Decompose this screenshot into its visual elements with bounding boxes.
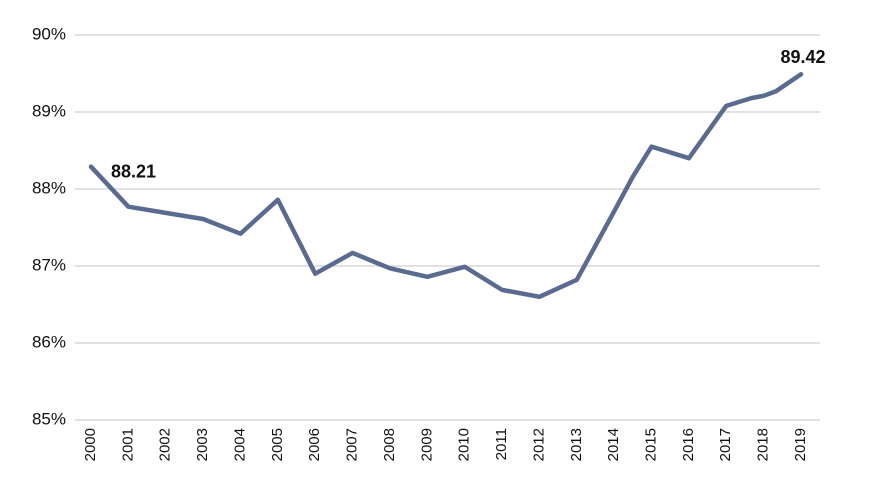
data-line (88, 72, 804, 300)
x-tick-label: 2012 (530, 428, 547, 461)
x-tick-label: 2007 (344, 428, 361, 461)
y-tick-label: 89% (32, 101, 66, 120)
annotation: 89.42 (780, 47, 825, 67)
y-tick-label: 87% (32, 255, 66, 274)
x-tick-label: 2010 (456, 428, 473, 461)
x-tick-label: 2004 (231, 428, 248, 461)
x-tick-label: 2009 (418, 428, 435, 461)
x-tick-label: 2014 (605, 428, 622, 461)
x-tick-label: 2005 (269, 428, 286, 461)
x-tick-label: 2006 (306, 428, 323, 461)
x-tick-label: 2016 (680, 428, 697, 461)
x-tick-label: 2013 (568, 428, 585, 461)
x-tick-label: 2002 (157, 428, 174, 461)
y-tick-label: 86% (32, 332, 66, 351)
x-tick-label: 2019 (792, 428, 809, 461)
x-tick-label: 2003 (194, 428, 211, 461)
y-tick-label: 90% (32, 24, 66, 43)
x-tick-label: 2008 (381, 428, 398, 461)
x-tick-label: 2011 (493, 428, 510, 460)
annotation: 88.21 (111, 161, 156, 181)
y-tick-label: 88% (32, 178, 66, 197)
x-tick-label: 2000 (82, 428, 99, 461)
x-tick-label: 2018 (755, 428, 772, 461)
y-tick-label: 85% (32, 409, 66, 428)
x-tick-label: 2017 (717, 428, 734, 461)
x-tick-label: 2015 (642, 428, 659, 461)
x-tick-label: 2001 (119, 428, 136, 461)
